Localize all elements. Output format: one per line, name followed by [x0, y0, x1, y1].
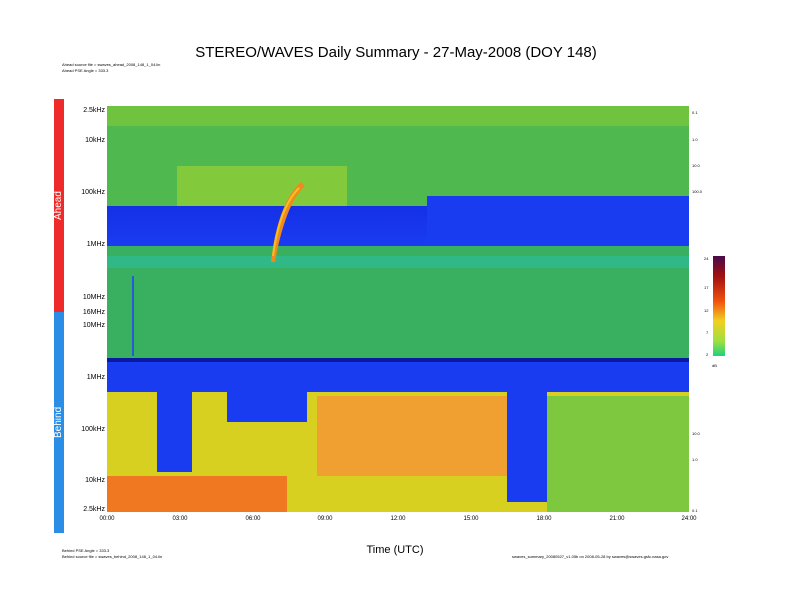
- ahead-sidebar: Ahead: [53, 99, 64, 312]
- x-tick-12: 12:00: [390, 516, 406, 522]
- colorbar-tick-17: 17: [704, 285, 709, 290]
- behind-blue-notch-2: [227, 392, 307, 422]
- behind-tick-10mhz: 10MHz: [82, 322, 105, 329]
- behind-pse-angle: Behind PSE Angle = 333.3: [62, 548, 110, 553]
- type-iii-burst-core: [272, 187, 300, 257]
- x-tick-24: 24:00: [681, 516, 697, 522]
- x-tick-03: 03:00: [172, 516, 188, 522]
- ahead-tick-16mhz: 16MHz: [82, 309, 105, 316]
- behind-orange-block-2: [107, 476, 287, 512]
- behind-right-tick-0.1: 0.1: [692, 508, 698, 513]
- page-title: STEREO/WAVES Daily Summary - 27-May-2008…: [195, 44, 597, 61]
- colorbar-tick-24: 24: [704, 256, 709, 261]
- behind-right-tick-1.0: 1.0: [692, 457, 698, 462]
- ahead-blue-patch: [427, 196, 689, 246]
- behind-tick-100khz: 100kHz: [81, 426, 105, 433]
- panel-separator: [107, 358, 689, 362]
- colorbar: [713, 256, 725, 356]
- behind-right-tick-10.0: 10.0: [692, 431, 700, 436]
- ahead-noise-band-1: [107, 106, 689, 126]
- ahead-right-tick-100.0: 100.0: [692, 189, 703, 194]
- behind-orange-block: [317, 396, 507, 476]
- ahead-tick-10mhz: 10MHz: [82, 294, 105, 301]
- ahead-cyan-band: [107, 256, 689, 268]
- behind-sidebar: Behind: [53, 312, 64, 533]
- colorbar-unit: dB: [712, 363, 717, 368]
- behind-tick-1mhz: 1MHz: [86, 374, 105, 381]
- ahead-right-tick-1.0: 1.0: [692, 137, 698, 142]
- behind-green-patch: [547, 396, 689, 512]
- ahead-label: Ahead: [53, 191, 64, 220]
- x-tick-21: 21:00: [609, 516, 625, 522]
- behind-source-file: Behind source file = swaves_behind_2008_…: [62, 554, 163, 559]
- type-iii-burst: [271, 182, 305, 262]
- x-tick-06: 06:00: [245, 516, 261, 522]
- colorbar-tick-7: 7: [706, 330, 709, 335]
- behind-tick-2.5khz: 2.5kHz: [83, 506, 105, 513]
- behind-tick-10khz: 10kHz: [85, 477, 105, 484]
- x-tick-00: 00:00: [99, 516, 115, 522]
- ahead-pse-angle: Ahead PSE Angle = 333.3: [62, 68, 109, 73]
- ahead-right-tick-10.0: 10.0: [692, 163, 700, 168]
- behind-blue-band: [107, 362, 689, 392]
- ahead-tick-100khz: 100kHz: [81, 189, 105, 196]
- x-tick-09: 09:00: [317, 516, 333, 522]
- ahead-right-tick-0.1: 0.1: [692, 110, 698, 115]
- ahead-source-file: Ahead source file = swaves_ahead_2008_14…: [62, 62, 161, 67]
- ahead-tick-10khz: 10kHz: [85, 137, 105, 144]
- x-axis-label: Time (UTC): [366, 544, 424, 556]
- x-tick-18: 18:00: [536, 516, 552, 522]
- spectrogram: [107, 106, 689, 512]
- behind-blue-notch-3: [507, 392, 547, 502]
- footer-info: swaves_summary_20080527_v1.05b on 2008-0…: [512, 554, 669, 559]
- ahead-tick-1mhz: 1MHz: [86, 241, 105, 248]
- behind-blue-notch: [157, 392, 192, 472]
- x-tick-15: 15:00: [463, 516, 479, 522]
- colorbar-tick-2: 2: [706, 352, 709, 357]
- ahead-noise-band-2: [177, 166, 347, 206]
- ahead-tick-2.5khz: 2.5kHz: [83, 107, 105, 114]
- behind-label: Behind: [53, 406, 64, 439]
- colorbar-tick-12: 12: [704, 308, 709, 313]
